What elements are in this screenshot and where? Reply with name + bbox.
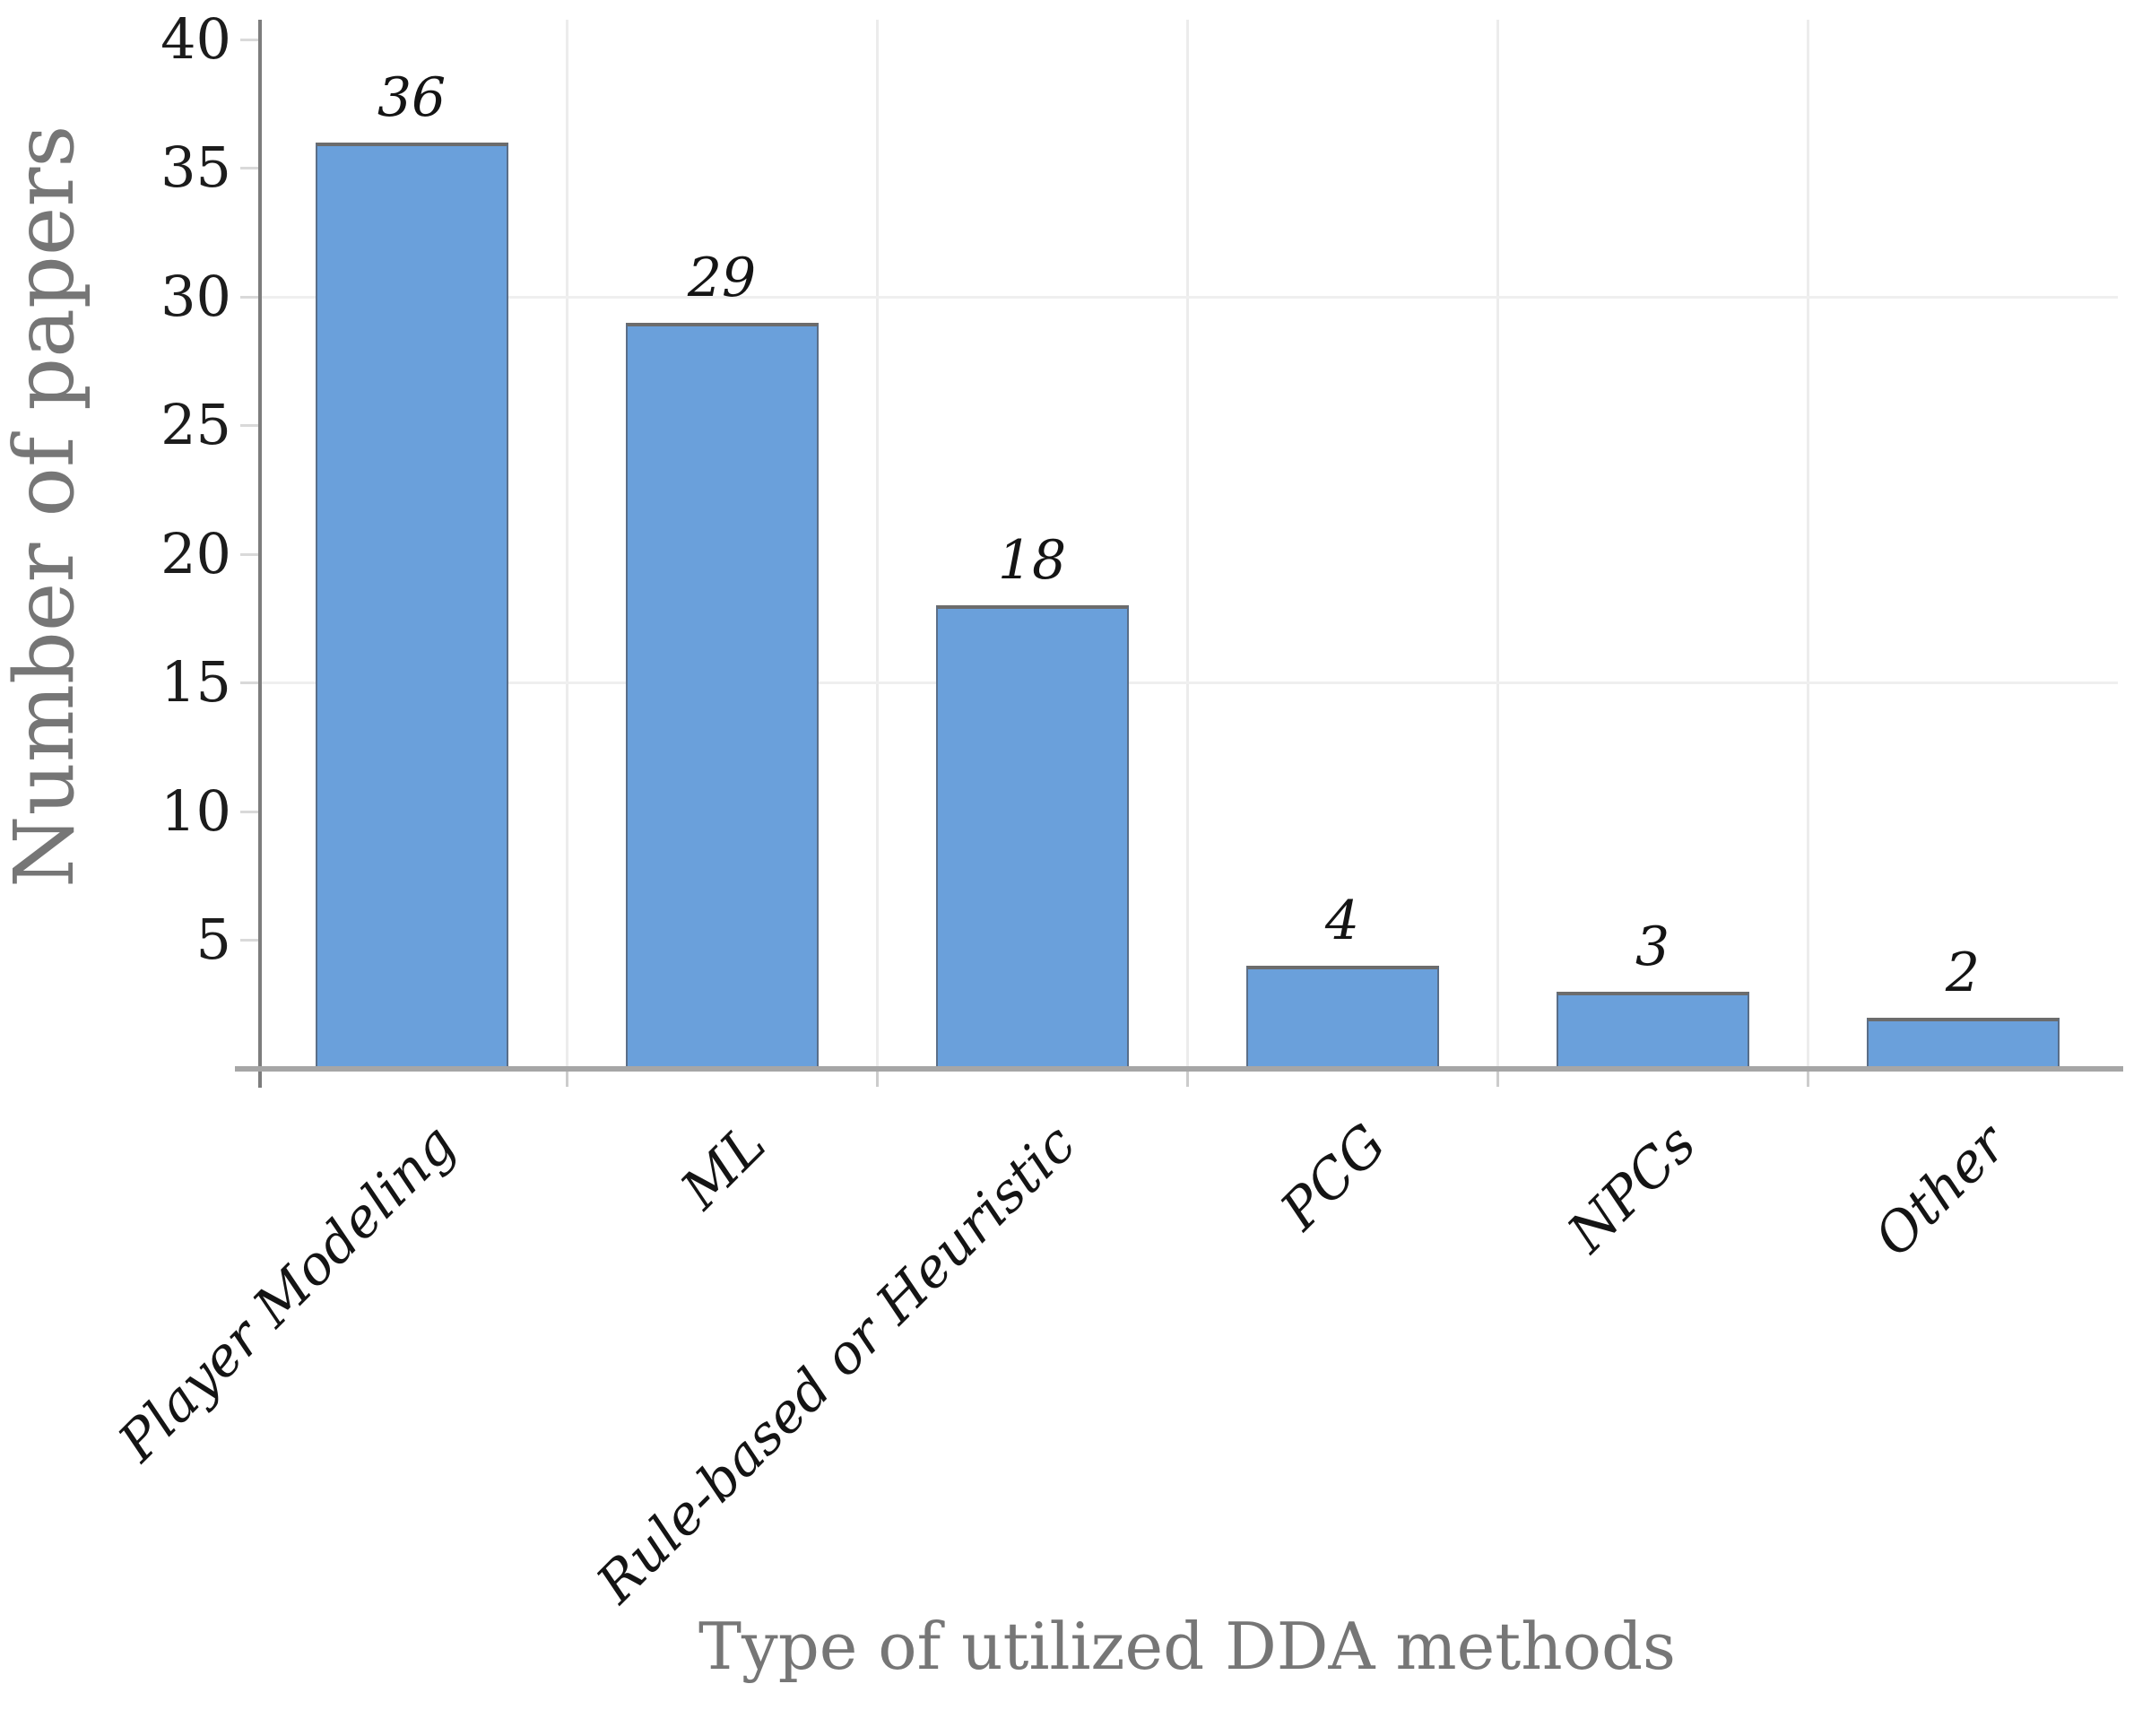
y-tick-label: 20 bbox=[160, 521, 231, 586]
plot-vertical-gridline bbox=[876, 20, 879, 1069]
x-axis-tick bbox=[566, 1072, 568, 1087]
y-tick-label: 35 bbox=[160, 135, 231, 200]
x-axis-tick bbox=[1496, 1072, 1499, 1087]
bar-pcg bbox=[1245, 966, 1439, 1069]
y-axis-tick bbox=[240, 167, 258, 169]
x-axis-line bbox=[235, 1066, 2123, 1072]
plot-vertical-gridline bbox=[566, 20, 568, 1069]
category-label-other: Other bbox=[1862, 1112, 2019, 1269]
category-label-pcg: PCG bbox=[1268, 1112, 1399, 1243]
category-label-player-modeling: Player Modeling bbox=[106, 1112, 468, 1474]
plot-horizontal-gridline bbox=[256, 296, 2118, 299]
bar-player-modeling bbox=[315, 143, 508, 1069]
y-axis-title: Number of papers bbox=[0, 125, 92, 888]
y-axis-tick bbox=[240, 296, 258, 299]
bar-rule-based-or-heuristic bbox=[935, 605, 1129, 1069]
category-label-ml: ML bbox=[669, 1112, 778, 1221]
y-tick-label: 15 bbox=[160, 649, 231, 715]
plot-vertical-gridline bbox=[1186, 20, 1189, 1069]
bar-value-label: 18 bbox=[997, 529, 1067, 592]
y-axis-tick bbox=[240, 553, 258, 556]
x-axis-tick bbox=[1807, 1072, 1809, 1087]
y-tick-label: 5 bbox=[195, 907, 231, 972]
plot-vertical-gridline bbox=[1807, 20, 1809, 1069]
bar-value-label: 3 bbox=[1635, 916, 1670, 978]
bar-other bbox=[1866, 1018, 2060, 1069]
x-axis-tick bbox=[1186, 1072, 1189, 1087]
bar-npcs bbox=[1556, 992, 1749, 1069]
y-axis-tick bbox=[240, 39, 258, 41]
category-label-rule-based-or-heuristic: Rule-based or Heuristic bbox=[585, 1112, 1089, 1616]
bar-value-label: 29 bbox=[687, 247, 757, 309]
y-axis-line bbox=[258, 20, 262, 1088]
y-axis-tick bbox=[240, 811, 258, 813]
y-axis-tick bbox=[240, 424, 258, 427]
bar-value-label: 2 bbox=[1945, 942, 1981, 1004]
x-axis-title: Type of utilized DDA methods bbox=[698, 1609, 1676, 1684]
category-label-npcs: NPCs bbox=[1556, 1112, 1709, 1265]
bar-value-label: 4 bbox=[1324, 890, 1360, 952]
plot-horizontal-gridline bbox=[256, 681, 2118, 684]
y-tick-label: 30 bbox=[160, 264, 231, 329]
y-axis-tick bbox=[240, 681, 258, 684]
plot-vertical-gridline bbox=[1496, 20, 1499, 1069]
bar-ml bbox=[625, 323, 819, 1069]
y-tick-label: 10 bbox=[160, 778, 231, 844]
x-axis-tick bbox=[876, 1072, 879, 1087]
bar-value-label: 36 bbox=[377, 66, 447, 129]
y-tick-label: 25 bbox=[160, 392, 231, 457]
y-tick-label: 40 bbox=[160, 6, 231, 72]
y-axis-tick bbox=[240, 939, 258, 942]
